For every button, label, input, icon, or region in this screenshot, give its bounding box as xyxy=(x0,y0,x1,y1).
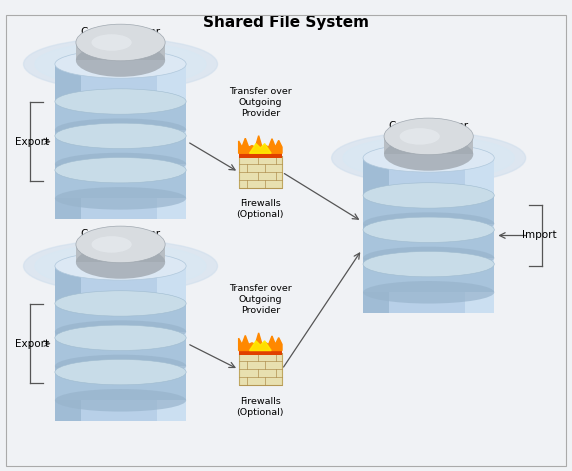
Polygon shape xyxy=(157,266,186,421)
Ellipse shape xyxy=(332,132,526,184)
Ellipse shape xyxy=(55,291,186,316)
Ellipse shape xyxy=(35,42,206,86)
Ellipse shape xyxy=(55,123,186,148)
Text: Content Server: Content Server xyxy=(81,229,160,239)
Ellipse shape xyxy=(363,281,494,303)
Text: Firewalls
(Optional): Firewalls (Optional) xyxy=(237,199,284,219)
Polygon shape xyxy=(55,102,186,130)
Ellipse shape xyxy=(55,325,186,350)
Ellipse shape xyxy=(55,157,186,183)
Text: Firewalls
(Optional): Firewalls (Optional) xyxy=(237,397,284,417)
Text: Archive on
Content Server File
System: Archive on Content Server File System xyxy=(79,36,162,67)
Ellipse shape xyxy=(92,34,132,51)
Ellipse shape xyxy=(55,50,186,78)
Polygon shape xyxy=(157,64,186,219)
Ellipse shape xyxy=(23,38,217,90)
Ellipse shape xyxy=(76,246,165,279)
Ellipse shape xyxy=(55,89,186,114)
Ellipse shape xyxy=(400,128,440,145)
Text: Export: Export xyxy=(15,137,49,146)
Text: Shared File System: Shared File System xyxy=(203,15,369,30)
Polygon shape xyxy=(363,158,494,313)
Ellipse shape xyxy=(76,24,165,61)
Ellipse shape xyxy=(343,137,514,179)
Ellipse shape xyxy=(55,252,186,280)
Ellipse shape xyxy=(55,389,186,412)
Text: Import: Import xyxy=(522,230,557,241)
Polygon shape xyxy=(363,264,494,292)
Ellipse shape xyxy=(92,236,132,252)
Ellipse shape xyxy=(363,212,494,235)
Ellipse shape xyxy=(76,44,165,77)
Ellipse shape xyxy=(23,240,217,292)
Polygon shape xyxy=(55,136,186,164)
Polygon shape xyxy=(384,137,473,154)
Text: Transfer over
Outgoing
Provider: Transfer over Outgoing Provider xyxy=(229,284,292,315)
Ellipse shape xyxy=(363,247,494,269)
Ellipse shape xyxy=(55,187,186,210)
Bar xyxy=(239,152,282,158)
Polygon shape xyxy=(76,42,165,60)
Polygon shape xyxy=(249,341,271,350)
Ellipse shape xyxy=(384,138,473,171)
Polygon shape xyxy=(55,266,81,421)
Ellipse shape xyxy=(384,118,473,155)
Bar xyxy=(239,353,282,385)
Ellipse shape xyxy=(55,320,186,343)
Polygon shape xyxy=(55,303,186,332)
Text: Export: Export xyxy=(15,339,49,349)
Ellipse shape xyxy=(55,118,186,141)
Polygon shape xyxy=(55,266,186,421)
Polygon shape xyxy=(464,158,494,313)
Ellipse shape xyxy=(363,183,494,208)
Bar xyxy=(239,156,282,188)
Polygon shape xyxy=(363,158,390,313)
Ellipse shape xyxy=(363,252,494,277)
Text: Archive on
Content Server File
System: Archive on Content Server File System xyxy=(79,238,162,269)
Polygon shape xyxy=(55,372,186,400)
Polygon shape xyxy=(76,244,165,262)
Text: Transfer over
Outgoing
Provider: Transfer over Outgoing Provider xyxy=(229,87,292,118)
Ellipse shape xyxy=(363,144,494,172)
Ellipse shape xyxy=(55,355,186,377)
Text: Content Server: Content Server xyxy=(81,27,160,37)
Ellipse shape xyxy=(55,359,186,385)
Polygon shape xyxy=(239,136,282,153)
Polygon shape xyxy=(55,64,186,219)
Text: Content Server: Content Server xyxy=(389,121,468,131)
Polygon shape xyxy=(55,64,81,219)
Polygon shape xyxy=(363,230,494,258)
Polygon shape xyxy=(249,144,271,153)
Text: Archive on
Content Server File
System: Archive on Content Server File System xyxy=(387,130,470,161)
Bar xyxy=(239,349,282,355)
Polygon shape xyxy=(363,195,494,224)
Polygon shape xyxy=(55,170,186,198)
Ellipse shape xyxy=(35,244,206,288)
Ellipse shape xyxy=(76,226,165,263)
Ellipse shape xyxy=(55,153,186,175)
Ellipse shape xyxy=(363,217,494,243)
Polygon shape xyxy=(55,338,186,366)
Polygon shape xyxy=(239,333,282,350)
